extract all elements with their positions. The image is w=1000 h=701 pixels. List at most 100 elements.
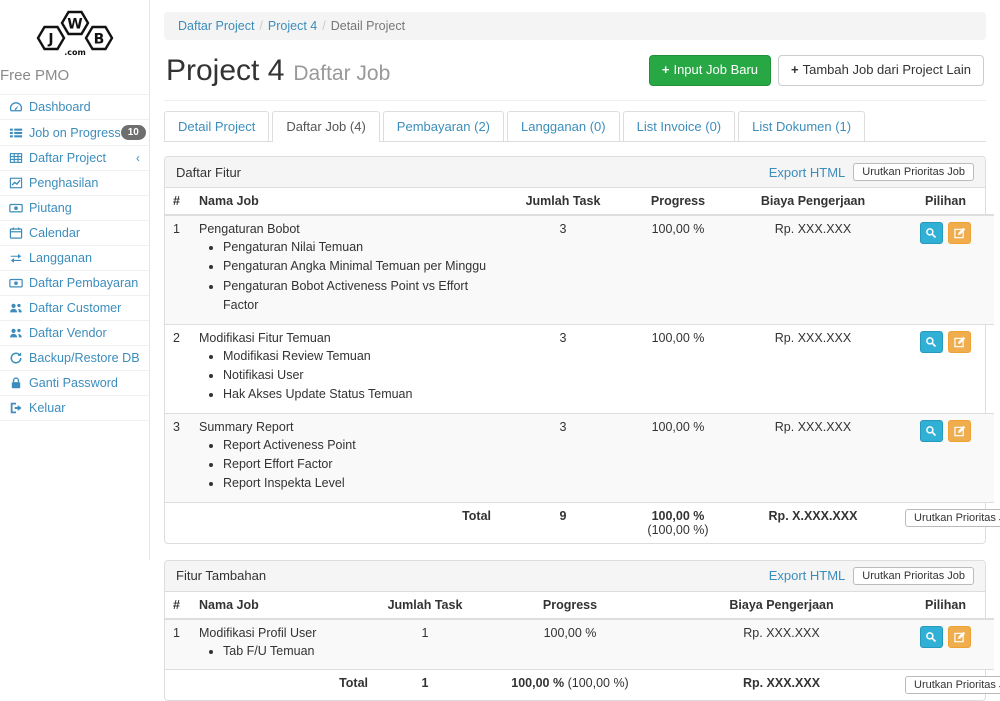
job-title: Modifikasi Fitur Temuan [199, 330, 331, 345]
sidebar-item-daftar-project[interactable]: Daftar Project ‹ [0, 146, 149, 171]
daftar-fitur-panel: Daftar Fitur Export HTML Urutkan Priorit… [164, 156, 1000, 544]
urutkan-prioritas-job-button[interactable]: Urutkan Prioritas Job [905, 676, 1000, 695]
sidebar-item-piutang[interactable]: Piutang [0, 196, 149, 221]
edit-icon [954, 336, 965, 347]
users-icon [10, 303, 22, 313]
total-label: Total [191, 669, 376, 701]
subtask-item: Modifikasi Review Temuan [223, 347, 491, 366]
sidebar-item-label: Keluar [29, 401, 66, 415]
fitur-tambahan-table: # Nama Job Jumlah Task Progress Biaya Pe… [165, 591, 1000, 701]
table-row: 1 Modifikasi Profil User Tab F/U Temuan … [165, 618, 994, 670]
view-job-button[interactable] [919, 625, 943, 648]
col-progress: Progress [627, 188, 729, 216]
progress-value: 100,00 % [627, 323, 729, 414]
line-chart-icon [9, 177, 23, 189]
search-icon [926, 228, 937, 239]
edit-job-button[interactable] [948, 419, 972, 442]
subtask-item: Report Activeness Point [223, 436, 491, 455]
total-progress: 100,00 % [651, 508, 705, 523]
tab-langganan[interactable]: Langganan (0) [507, 111, 620, 141]
col-jumlah-task: Jumlah Task [499, 188, 627, 216]
sidebar-item-ganti-password[interactable]: Ganti Password [0, 371, 149, 396]
table-row: 3 Summary Report Report Activeness Point… [165, 412, 994, 503]
jumlah-task-value: 3 [499, 323, 627, 414]
tambah-job-dari-project-lain-button[interactable]: + Tambah Job dari Project Lain [778, 55, 984, 86]
jumlah-task-value: 3 [499, 412, 627, 503]
edit-job-button[interactable] [948, 222, 972, 244]
col-biaya-pengerjaan: Biaya Pengerjaan [666, 591, 897, 620]
lock-icon [11, 377, 21, 389]
input-job-baru-button[interactable]: + Input Job Baru [648, 55, 772, 86]
job-subtasks: Report Activeness Point Report Effort Fa… [223, 436, 491, 494]
breadcrumb-link-project-4[interactable]: Project 4 [267, 19, 318, 33]
total-row: Total 1 100,00 % (100,00 %) Rp. XXX.XXX … [165, 669, 1000, 701]
row-num: 2 [165, 323, 191, 414]
edit-icon [954, 631, 965, 643]
tab-detail-project[interactable]: Detail Project [164, 111, 270, 141]
tab-list-dokumen[interactable]: List Dokumen (1) [738, 111, 866, 141]
job-title: Pengaturan Bobot [199, 222, 300, 236]
breadcrumb: Daftar Project / Project 4 / Detail Project [164, 12, 986, 40]
job-subtasks: Modifikasi Review Temuan Notifikasi User… [223, 347, 491, 405]
sidebar-item-calendar[interactable]: Calendar [0, 221, 149, 246]
sidebar-item-label: Langganan [29, 251, 93, 265]
jwb-logo[interactable]: W J B .com [0, 0, 149, 63]
col-pilihan: Pilihan [897, 188, 994, 216]
page-subtitle: Daftar Job [293, 62, 391, 85]
sidebar-item-daftar-customer[interactable]: Daftar Customer [0, 296, 149, 321]
edit-job-button[interactable] [948, 330, 972, 353]
subtask-item: Notifikasi User [223, 366, 491, 385]
search-icon [926, 336, 937, 347]
breadcrumb-link-daftar-project[interactable]: Daftar Project [178, 19, 255, 33]
main-content: Daftar Project / Project 4 / Detail Project … [150, 0, 1000, 701]
edit-icon [954, 227, 965, 239]
progress-value: 100,00 % [627, 412, 729, 503]
subtask-item: Pengaturan Angka Minimal Temuan per Ming… [223, 257, 491, 276]
sidebar-item-dashboard[interactable]: Dashboard [0, 95, 149, 120]
urutkan-prioritas-job-button[interactable]: Urutkan Prioritas Job [853, 566, 974, 585]
view-job-button[interactable] [919, 330, 943, 353]
table-icon [9, 153, 23, 163]
sidebar-item-label: Daftar Vendor [29, 326, 107, 340]
col-jumlah-task: Jumlah Task [376, 591, 474, 620]
view-job-button[interactable] [919, 419, 943, 442]
biaya-value: Rp. XXX.XXX [729, 214, 897, 324]
users-icon [10, 328, 22, 338]
row-num: 3 [165, 412, 191, 503]
col-nama-job: Nama Job [191, 188, 499, 216]
svg-text:J: J [47, 32, 53, 48]
edit-job-button[interactable] [948, 625, 972, 648]
export-html-link[interactable]: Export HTML [768, 164, 846, 180]
col-num: # [165, 188, 191, 216]
total-jumlah: 9 [499, 501, 627, 543]
job-count-badge: 10 [120, 125, 146, 140]
tab-list-invoice[interactable]: List Invoice (0) [622, 111, 736, 141]
sidebar-item-langganan[interactable]: Langganan [0, 246, 149, 271]
sidebar-item-job-on-progress[interactable]: Job on Progress 10 [0, 120, 149, 146]
breadcrumb-separator: / [259, 19, 263, 33]
sidebar-menu: Dashboard Job on Progress 10 Daftar Proj… [0, 94, 149, 421]
plus-icon: + [791, 62, 799, 78]
chevron-left-icon: ‹ [136, 151, 140, 165]
sidebar-item-backup-restore-db[interactable]: Backup/Restore DB [0, 346, 149, 371]
view-job-button[interactable] [919, 222, 943, 244]
sidebar-item-keluar[interactable]: Keluar [0, 396, 149, 421]
tab-pembayaran[interactable]: Pembayaran (2) [382, 111, 505, 141]
sidebar-item-label: Calendar [29, 226, 81, 240]
fitur-tambahan-panel-heading: Fitur Tambahan Export HTML Urutkan Prior… [165, 560, 985, 592]
biaya-value: Rp. XXX.XXX [729, 323, 897, 414]
tab-daftar-job[interactable]: Daftar Job (4) [272, 111, 380, 142]
export-html-link[interactable]: Export HTML [768, 568, 846, 584]
sidebar-item-daftar-pembayaran[interactable]: Daftar Pembayaran [0, 271, 149, 296]
page-title: Project 4 [166, 54, 285, 87]
total-progress-paren: (100,00 %) [647, 522, 709, 537]
brand-text: Free PMO [0, 67, 70, 84]
urutkan-prioritas-job-button[interactable]: Urutkan Prioritas Job [853, 163, 974, 181]
panel-title: Fitur Tambahan [176, 568, 267, 584]
urutkan-prioritas-job-button[interactable]: Urutkan Prioritas Job [905, 508, 1000, 527]
sidebar-item-label: Dashboard [29, 100, 91, 114]
sidebar-item-daftar-vendor[interactable]: Daftar Vendor [0, 321, 149, 346]
subtask-item: Report Effort Factor [223, 455, 491, 474]
biaya-value: Rp. XXX.XXX [666, 618, 897, 670]
sidebar-item-penghasilan[interactable]: Penghasilan [0, 171, 149, 196]
